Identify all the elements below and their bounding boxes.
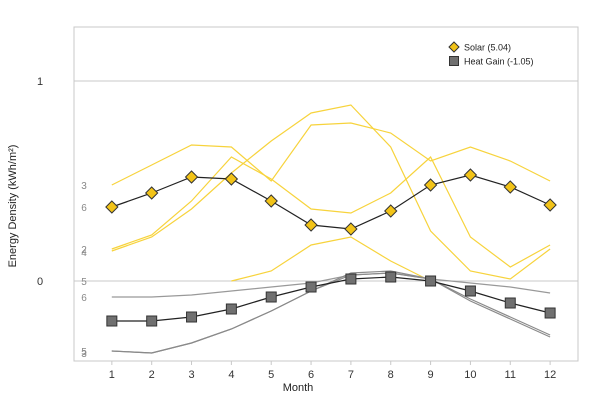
plot-area [73, 26, 579, 362]
y-tick-label: 1 [37, 76, 43, 88]
series-line [111, 276, 551, 322]
x-tick-labels: 1 2 3 4 5 6 7 8 9 10 11 12 [109, 369, 556, 381]
solar-data-point [503, 180, 517, 194]
x-tick-label: 1 [109, 369, 115, 381]
series-end-label: 4 [81, 248, 87, 259]
heat-gain-data-point [425, 275, 437, 287]
legend-label: Solar (5.04) [464, 43, 511, 53]
solar-data-point [304, 218, 318, 232]
solar-data-point [463, 168, 478, 182]
x-tick-label: 4 [228, 369, 234, 381]
series-end-label: 6 [81, 203, 87, 214]
background-series-line [111, 156, 551, 268]
x-tick-label: 12 [544, 369, 556, 381]
series-end-label: 3 [81, 181, 87, 192]
heat-gain-data-point [544, 307, 556, 319]
heat-gain-data-point [464, 285, 476, 297]
series-line [111, 174, 551, 230]
main-series [105, 168, 557, 327]
solar-data-point [543, 198, 557, 212]
y-axis-title: Energy Density (kWh/m²) [7, 145, 19, 268]
background-series-line [111, 272, 551, 298]
heat-gain-data-point [504, 297, 516, 309]
background-series-line [111, 104, 551, 280]
solar-data-point [423, 178, 438, 192]
x-tick-label: 6 [308, 369, 314, 381]
series-end-label: 5 [81, 347, 87, 358]
x-tick-label: 7 [348, 369, 354, 381]
series-end-label: 3 [81, 349, 87, 360]
heat-gain-data-point [305, 281, 317, 293]
background-series-line [111, 122, 551, 186]
x-tick-label: 8 [388, 369, 394, 381]
heat-gain-data-point [146, 315, 158, 327]
heat-gain-data-point [265, 291, 277, 303]
x-tick-label: 11 [505, 369, 516, 381]
solar-data-point [184, 170, 199, 184]
heat-gain-data-point [225, 303, 237, 315]
legend-marker-solar [448, 41, 460, 53]
x-tick-label: 5 [268, 369, 274, 381]
series-end-label: 6 [81, 293, 87, 304]
solar-data-point [344, 222, 358, 236]
solar-data-point [105, 200, 119, 214]
x-axis-title: Month [283, 382, 314, 394]
x-tick-label: 2 [149, 369, 155, 381]
x-tick-label: 9 [428, 369, 434, 381]
heat-gain-data-point [385, 271, 397, 283]
series-end-label: 2 [81, 245, 87, 256]
y-tick-label: 0 [37, 276, 43, 288]
solar-data-point [144, 186, 159, 200]
legend-marker-heat-gain [449, 56, 459, 66]
heat-gain-data-point [345, 273, 357, 285]
solar-data-point [384, 204, 398, 218]
series-end-label: 5 [81, 277, 87, 288]
heat-gain-data-point [186, 311, 198, 323]
y-tick-labels: 01 [37, 76, 43, 288]
legend-label: Heat Gain (-1.05) [464, 57, 534, 67]
x-tick-label: 3 [188, 369, 194, 381]
solar-data-point [264, 194, 278, 208]
heat-gain-data-point [106, 315, 118, 327]
background-series-line [231, 236, 431, 282]
legend: Solar (5.04) Heat Gain (-1.05) [448, 41, 534, 67]
solar-data-point [224, 172, 239, 186]
gridlines [74, 80, 578, 365]
x-tick-label: 10 [464, 369, 476, 381]
